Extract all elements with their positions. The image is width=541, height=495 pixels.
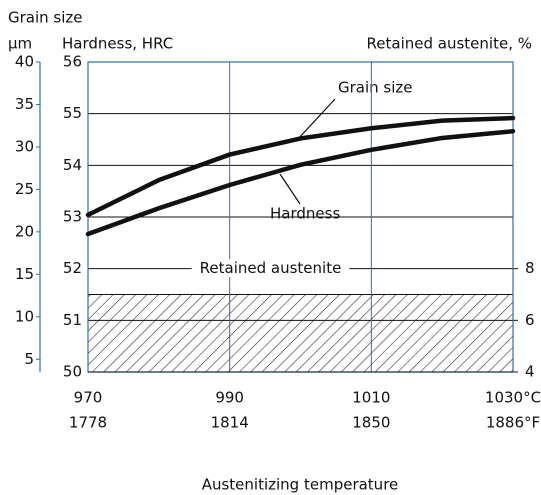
label-background: [191, 259, 350, 278]
leader-line: [297, 98, 336, 140]
x-tick-label: 970: [74, 389, 103, 407]
retained-austenite-band: [87, 294, 514, 373]
x-tick-label: 1030°C: [485, 389, 541, 407]
band-label: Retained austenite: [200, 259, 342, 277]
x-tick-label: 1010: [352, 389, 390, 407]
grain-axis-title: Grain size: [8, 9, 83, 27]
y-tick-label: 55: [63, 104, 82, 122]
y-tick-label: 53: [63, 208, 82, 226]
y2-tick-label: 8: [525, 259, 535, 277]
y-tick-label: 51: [63, 311, 82, 329]
x-axis-title: Austenitizing temperature: [202, 476, 399, 494]
x2-tick-label: 1778: [69, 414, 107, 432]
y-tick-label: 52: [63, 259, 82, 277]
y-tick-label: 54: [63, 156, 82, 174]
y2-tick-label: 6: [525, 311, 535, 329]
y-tick-label: 56: [63, 53, 82, 71]
x-tick-label: 990: [215, 389, 244, 407]
y3-tick-label: 20: [15, 222, 34, 240]
y3-tick-label: 10: [15, 307, 34, 325]
y3-tick-label: 40: [15, 53, 34, 71]
y3-tick-label: 15: [15, 265, 34, 283]
series-line: [85, 115, 516, 218]
austenite-axis-title: Retained austenite, %: [367, 35, 532, 53]
x2-tick-label: 1850: [352, 414, 390, 432]
hardness-axis-title: Hardness, HRC: [62, 35, 173, 53]
y-tick-label: 50: [63, 363, 82, 381]
x2-tick-label: 1814: [211, 414, 249, 432]
y3-tick-label: 5: [24, 350, 34, 368]
series-label: Hardness: [270, 205, 340, 223]
series-label: Grain size: [338, 79, 413, 97]
grain-axis-unit: µm: [8, 35, 32, 53]
series-line: [85, 128, 516, 237]
y3-tick-label: 30: [15, 137, 34, 155]
y3-tick-label: 35: [15, 95, 34, 113]
x2-tick-label: 1886°F: [486, 414, 540, 432]
y2-tick-label: 4: [525, 363, 535, 381]
y3-tick-label: 25: [15, 180, 34, 198]
leader-line: [279, 173, 301, 205]
